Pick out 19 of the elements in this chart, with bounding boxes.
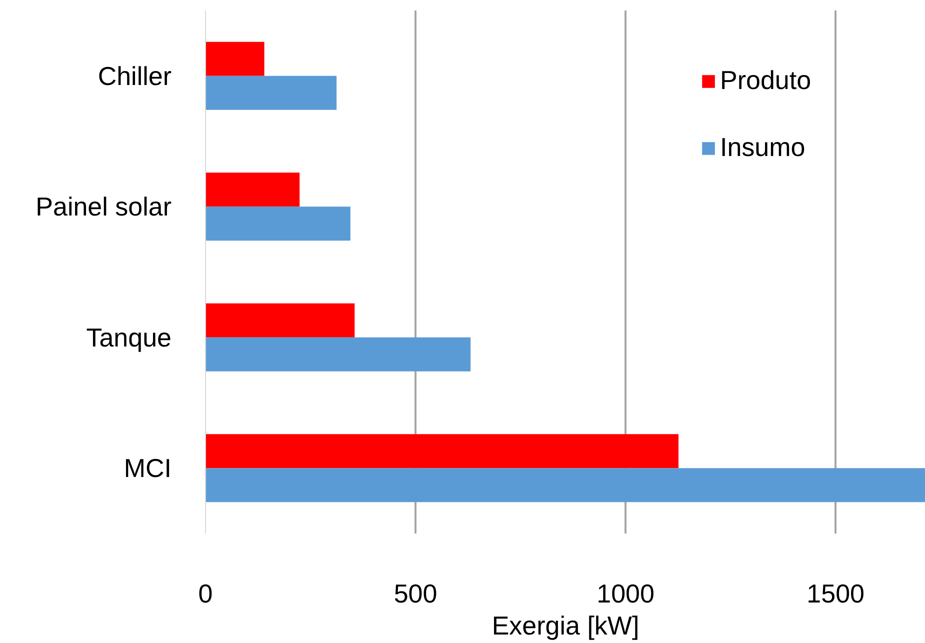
bar xyxy=(206,468,925,502)
x-axis-title: Exergia [kW] xyxy=(492,610,640,640)
legend-label: Produto xyxy=(720,65,812,96)
bar xyxy=(206,172,300,207)
bar xyxy=(206,206,350,241)
x-tick-label: 0 xyxy=(198,578,213,608)
bar xyxy=(206,42,264,76)
bar xyxy=(206,303,355,338)
legend-label: Insumo xyxy=(720,132,806,163)
bar xyxy=(206,434,678,468)
y-tick-label: Chiller xyxy=(98,60,172,91)
y-tick-label: Tanque xyxy=(86,322,172,352)
bar xyxy=(206,337,471,372)
bar xyxy=(206,76,337,110)
y-tick-label: Painel solar xyxy=(36,192,172,222)
x-tick-label: 1000 xyxy=(596,578,654,608)
x-tick-label: 1500 xyxy=(806,578,865,608)
y-tick-label: MCI xyxy=(124,453,172,484)
x-tick-label: 500 xyxy=(394,578,438,608)
